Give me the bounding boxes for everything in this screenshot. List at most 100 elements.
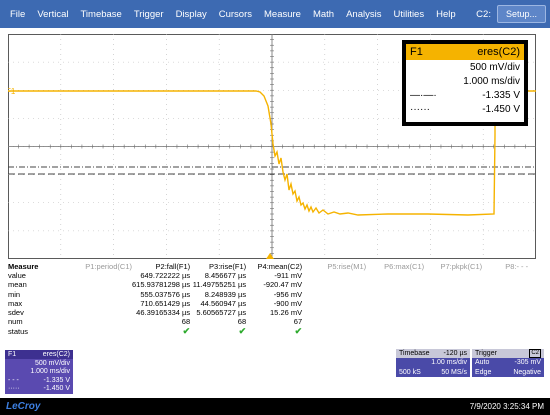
timebase-header: Timebase -120 µs	[396, 349, 470, 358]
status-bar: LeCroy 7/9/2020 3:25:34 PM	[0, 398, 550, 415]
timebase-offset: -120 µs	[443, 350, 468, 357]
menu-vertical[interactable]: Vertical	[37, 8, 69, 20]
row-label: min	[8, 289, 21, 299]
timebase-samples: 500 kS	[399, 368, 421, 376]
measure-row-status: status ✔ ✔ ✔	[6, 326, 528, 337]
waveform-trace-f1	[8, 90, 536, 216]
menu-math[interactable]: Math	[312, 8, 335, 20]
menu-analysis[interactable]: Analysis	[346, 8, 382, 20]
trigger-row-1: Auto -305 mV	[472, 358, 544, 368]
channel-name: F1	[410, 46, 423, 58]
measure-row-mean: mean 615.93781298 µs 11.49755251 µs -920…	[6, 280, 528, 289]
menu-utilities[interactable]: Utilities	[393, 8, 425, 20]
measure-row-num: num 68 68 67	[6, 317, 528, 326]
p3-min: 8.248939 µs	[204, 289, 247, 299]
p3-mean: 11.49755251 µs	[192, 280, 247, 290]
menu-display[interactable]: Display	[175, 8, 207, 20]
f1-dashdot-row: - - - -1.335 V	[5, 376, 73, 385]
p4-sdev: 15.26 mV	[270, 308, 303, 318]
menu-trigger[interactable]: Trigger	[133, 8, 164, 20]
menu-help[interactable]: Help	[436, 8, 456, 20]
timebase-rate: 50 MS/s	[441, 368, 467, 376]
measure-header-p3[interactable]: P3:rise(F1)	[209, 262, 247, 272]
row-label: sdev	[8, 308, 24, 318]
timebase-per-div: 1.00 ms/div	[431, 359, 467, 367]
trace-label-f1: F1	[8, 87, 16, 96]
menu-measure[interactable]: Measure	[264, 8, 301, 20]
p2-num: 68	[181, 317, 191, 327]
f1-dashdot-value: -1.335 V	[43, 376, 70, 384]
measure-row-max: max 710.651429 µs 44.560947 µs -900 mV	[6, 299, 528, 308]
p2-sdev: 46.39165334 µs	[136, 308, 191, 318]
measure-header-p2[interactable]: P2:fall(F1)	[155, 262, 191, 272]
trigger-source-icon: C2	[529, 349, 541, 358]
status-datetime: 7/9/2020 3:25:34 PM	[469, 402, 544, 411]
channel-scale: 500 mV/div	[469, 61, 520, 73]
trigger-mode: Auto	[475, 359, 490, 367]
setup-button[interactable]: Setup...	[496, 5, 546, 23]
p4-num: 67	[293, 317, 303, 327]
p4-status-check-icon: ✔	[294, 326, 303, 337]
channel-dashdot-row: —·—· -1.335 V	[406, 88, 524, 102]
f1-name: F1	[8, 351, 17, 358]
measure-row-sdev: sdev 46.39165334 µs 5.60565727 µs 15.26 …	[6, 308, 528, 317]
f1-dashed-line-icon: - - -	[8, 376, 19, 384]
p2-mean: 615.93781298 µs	[132, 280, 191, 290]
row-label: num	[8, 317, 23, 327]
f1-timebase-row: 1.000 ms/div	[5, 368, 73, 377]
menu-file[interactable]: File	[10, 8, 26, 20]
trigger-descriptor-box[interactable]: Trigger C2 Auto -305 mV Edge Negative	[472, 349, 544, 377]
menu-timebase[interactable]: Timebase	[80, 8, 122, 20]
timebase-descriptor-box[interactable]: Timebase -120 µs 1.00 ms/div 500 kS 50 M…	[396, 349, 470, 377]
channel-dotted-row: ······ -1.450 V	[406, 102, 524, 116]
row-label: value	[8, 271, 26, 281]
channel-descriptor-header: F1 eres(C2)	[406, 44, 524, 60]
menu-bar: File Vertical Timebase Trigger Display C…	[0, 0, 550, 28]
p3-sdev: 5.60565727 µs	[196, 308, 247, 318]
f1-dotted-row: ····· -1.450 V	[5, 385, 73, 394]
measure-header-p6[interactable]: P6:max(C1)	[384, 262, 425, 272]
row-label: max	[8, 298, 23, 308]
measure-header-row: Measure P1:period(C1) P2:fall(F1) P3:ris…	[6, 262, 528, 271]
row-label: mean	[8, 280, 27, 290]
p3-num: 68	[237, 317, 247, 327]
trigger-row-2: Edge Negative	[472, 368, 544, 378]
trigger-slope: Negative	[513, 368, 541, 376]
channel-descriptor-panel: F1 eres(C2) 500 mV/div 1.000 ms/div —·—·…	[405, 43, 525, 123]
p3-max: 44.560947 µs	[200, 298, 247, 308]
p2-min: 555.037576 µs	[140, 289, 191, 299]
p4-max: -900 mV	[273, 298, 303, 308]
channel-descriptor-overlay[interactable]: F1 eres(C2) 500 mV/div 1.000 ms/div —·—·…	[402, 40, 528, 126]
f1-timebase: 1.000 ms/div	[30, 368, 70, 376]
f1-dotted-value: -1.450 V	[43, 385, 70, 393]
trigger-position-marker[interactable]	[266, 253, 274, 259]
f1-descriptor-box[interactable]: F1 eres(C2) 500 mV/div 1.000 ms/div - - …	[5, 350, 73, 394]
timebase-row-1: 1.00 ms/div	[396, 358, 470, 368]
channel-source: eres(C2)	[477, 46, 520, 58]
p4-min: -956 mV	[273, 289, 303, 299]
lecroy-logo: LeCroy	[6, 401, 41, 412]
p3-value: 8.456677 µs	[204, 271, 247, 281]
trigger-header: Trigger C2	[472, 349, 544, 358]
p2-max: 710.651429 µs	[140, 298, 191, 308]
dotted-value: -1.450 V	[482, 103, 520, 115]
f1-scale: 500 mV/div	[34, 359, 70, 367]
p4-mean: -920.47 mV	[263, 280, 303, 290]
measure-header-p7[interactable]: P7:pkpk(C1)	[440, 262, 483, 272]
measure-header-p1[interactable]: P1:period(C1)	[85, 262, 132, 272]
active-channel-label: C2:	[476, 8, 491, 20]
row-label: status	[8, 327, 29, 337]
trigger-title: Trigger	[475, 350, 497, 357]
measure-header-p4[interactable]: P4:mean(C2)	[257, 262, 303, 272]
p2-value: 649.722222 µs	[140, 271, 191, 281]
channel-timebase-row: 1.000 ms/div	[406, 74, 524, 88]
f1-dotted-line-icon: ·····	[8, 385, 20, 393]
measure-title: Measure	[8, 262, 39, 272]
measure-header-p5[interactable]: P5:rise(M1)	[327, 262, 367, 272]
p3-status-check-icon: ✔	[238, 326, 247, 337]
menu-cursors[interactable]: Cursors	[218, 8, 252, 20]
p4-value: -911 mV	[274, 271, 303, 281]
trigger-type: Edge	[475, 368, 492, 376]
measure-header-p8[interactable]: P8:- - -	[505, 262, 529, 272]
trigger-level: -305 mV	[514, 359, 541, 367]
